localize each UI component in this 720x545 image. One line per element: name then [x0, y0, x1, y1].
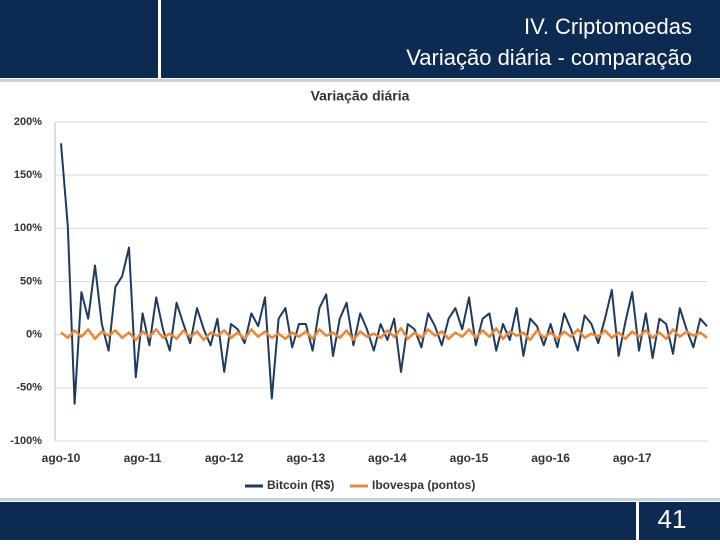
series-line: [60, 143, 708, 405]
header-band: [0, 0, 720, 78]
footer-band: [0, 502, 720, 540]
x-tick-label: ago-12: [205, 451, 244, 465]
x-tick-label: ago-16: [531, 451, 570, 465]
y-tick-label: 50%: [20, 275, 42, 287]
series-line: [60, 327, 708, 342]
y-tick-label: 0%: [26, 329, 42, 341]
footer-divider: [636, 502, 639, 540]
legend-label: Bitcoin (R$): [267, 478, 334, 492]
x-tick-label: ago-11: [124, 451, 162, 465]
header-title: IV. Criptomoedas: [524, 14, 692, 39]
x-tick-label: ago-13: [286, 451, 325, 465]
footer-rule: [0, 498, 720, 501]
x-tick-label: ago-17: [613, 451, 652, 465]
x-tick-label: ago-14: [368, 451, 407, 465]
header-divider: [158, 0, 161, 78]
x-tick-label: ago-15: [450, 451, 489, 465]
x-tick-label: ago-10: [42, 451, 81, 465]
y-tick-label: -50%: [16, 382, 42, 394]
chart-title: Variação diária: [311, 88, 410, 104]
y-tick-label: 100%: [14, 222, 42, 234]
page-number: 41: [658, 504, 687, 534]
y-tick-label: 150%: [14, 169, 42, 181]
plot: -100% -50% 0% 50% 100% 150% 200% ago-10 ago-11 ag…: [10, 116, 708, 492]
header-subtitle: Variação diária - comparação: [406, 45, 692, 70]
y-tick-label: 200%: [14, 116, 42, 128]
legend-label: Ibovespa (pontos): [372, 478, 475, 492]
header-rule: [0, 79, 720, 82]
y-tick-label: -100%: [10, 435, 42, 447]
